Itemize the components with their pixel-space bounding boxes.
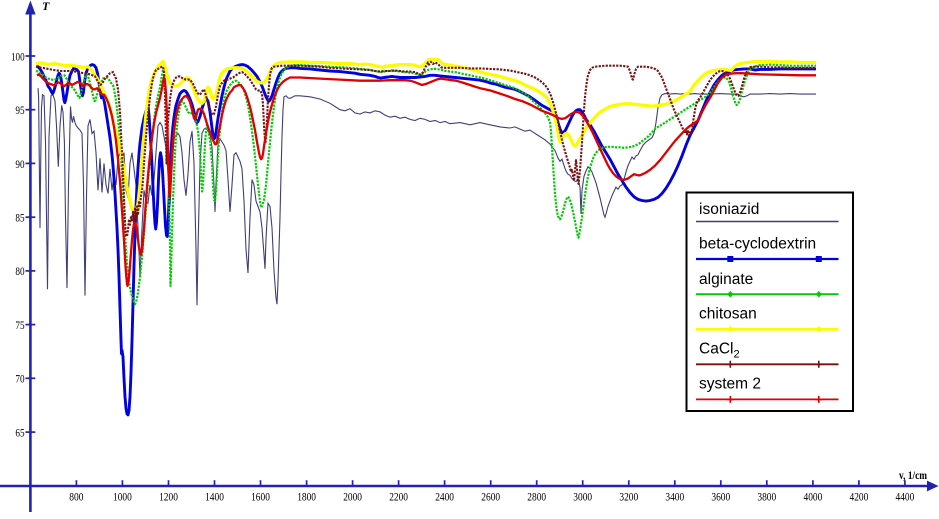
svg-text:90: 90 (15, 157, 24, 171)
svg-text:isoniazid: isoniazid (699, 201, 759, 218)
svg-text:2600: 2600 (481, 489, 500, 503)
svg-text:3000: 3000 (573, 489, 592, 503)
svg-text:4400: 4400 (896, 489, 915, 503)
svg-text:1600: 1600 (251, 489, 270, 503)
svg-text:800: 800 (69, 489, 83, 503)
svg-text:65: 65 (15, 425, 24, 439)
svg-text:2800: 2800 (527, 489, 546, 503)
svg-text:beta-cyclodextrin: beta-cyclodextrin (699, 235, 816, 252)
svg-text:3800: 3800 (757, 489, 776, 503)
svg-text:chitosan: chitosan (699, 305, 757, 322)
svg-text:80: 80 (15, 264, 24, 278)
svg-text:75: 75 (15, 318, 24, 332)
svg-text:100: 100 (11, 49, 25, 63)
svg-text:4000: 4000 (804, 489, 823, 503)
svg-text:85: 85 (15, 211, 24, 225)
svg-text:T: T (42, 0, 50, 13)
svg-text:3600: 3600 (711, 489, 730, 503)
svg-text:2200: 2200 (389, 489, 408, 503)
svg-text:95: 95 (15, 103, 24, 117)
svg-text:4200: 4200 (850, 489, 869, 503)
svg-text:1400: 1400 (205, 489, 224, 503)
svg-text:1800: 1800 (297, 489, 316, 503)
svg-text:1200: 1200 (159, 489, 178, 503)
svg-text:70: 70 (15, 372, 24, 386)
svg-text:3400: 3400 (665, 489, 684, 503)
svg-text:2000: 2000 (343, 489, 362, 503)
svg-text:system 2: system 2 (699, 375, 761, 392)
svg-text:1000: 1000 (113, 489, 132, 503)
svg-text:v, 1/cm: v, 1/cm (899, 468, 927, 482)
svg-text:alginate: alginate (699, 271, 753, 288)
svg-text:3200: 3200 (619, 489, 638, 503)
svg-text:CaCl2: CaCl2 (699, 340, 740, 360)
svg-text:2400: 2400 (435, 489, 454, 503)
